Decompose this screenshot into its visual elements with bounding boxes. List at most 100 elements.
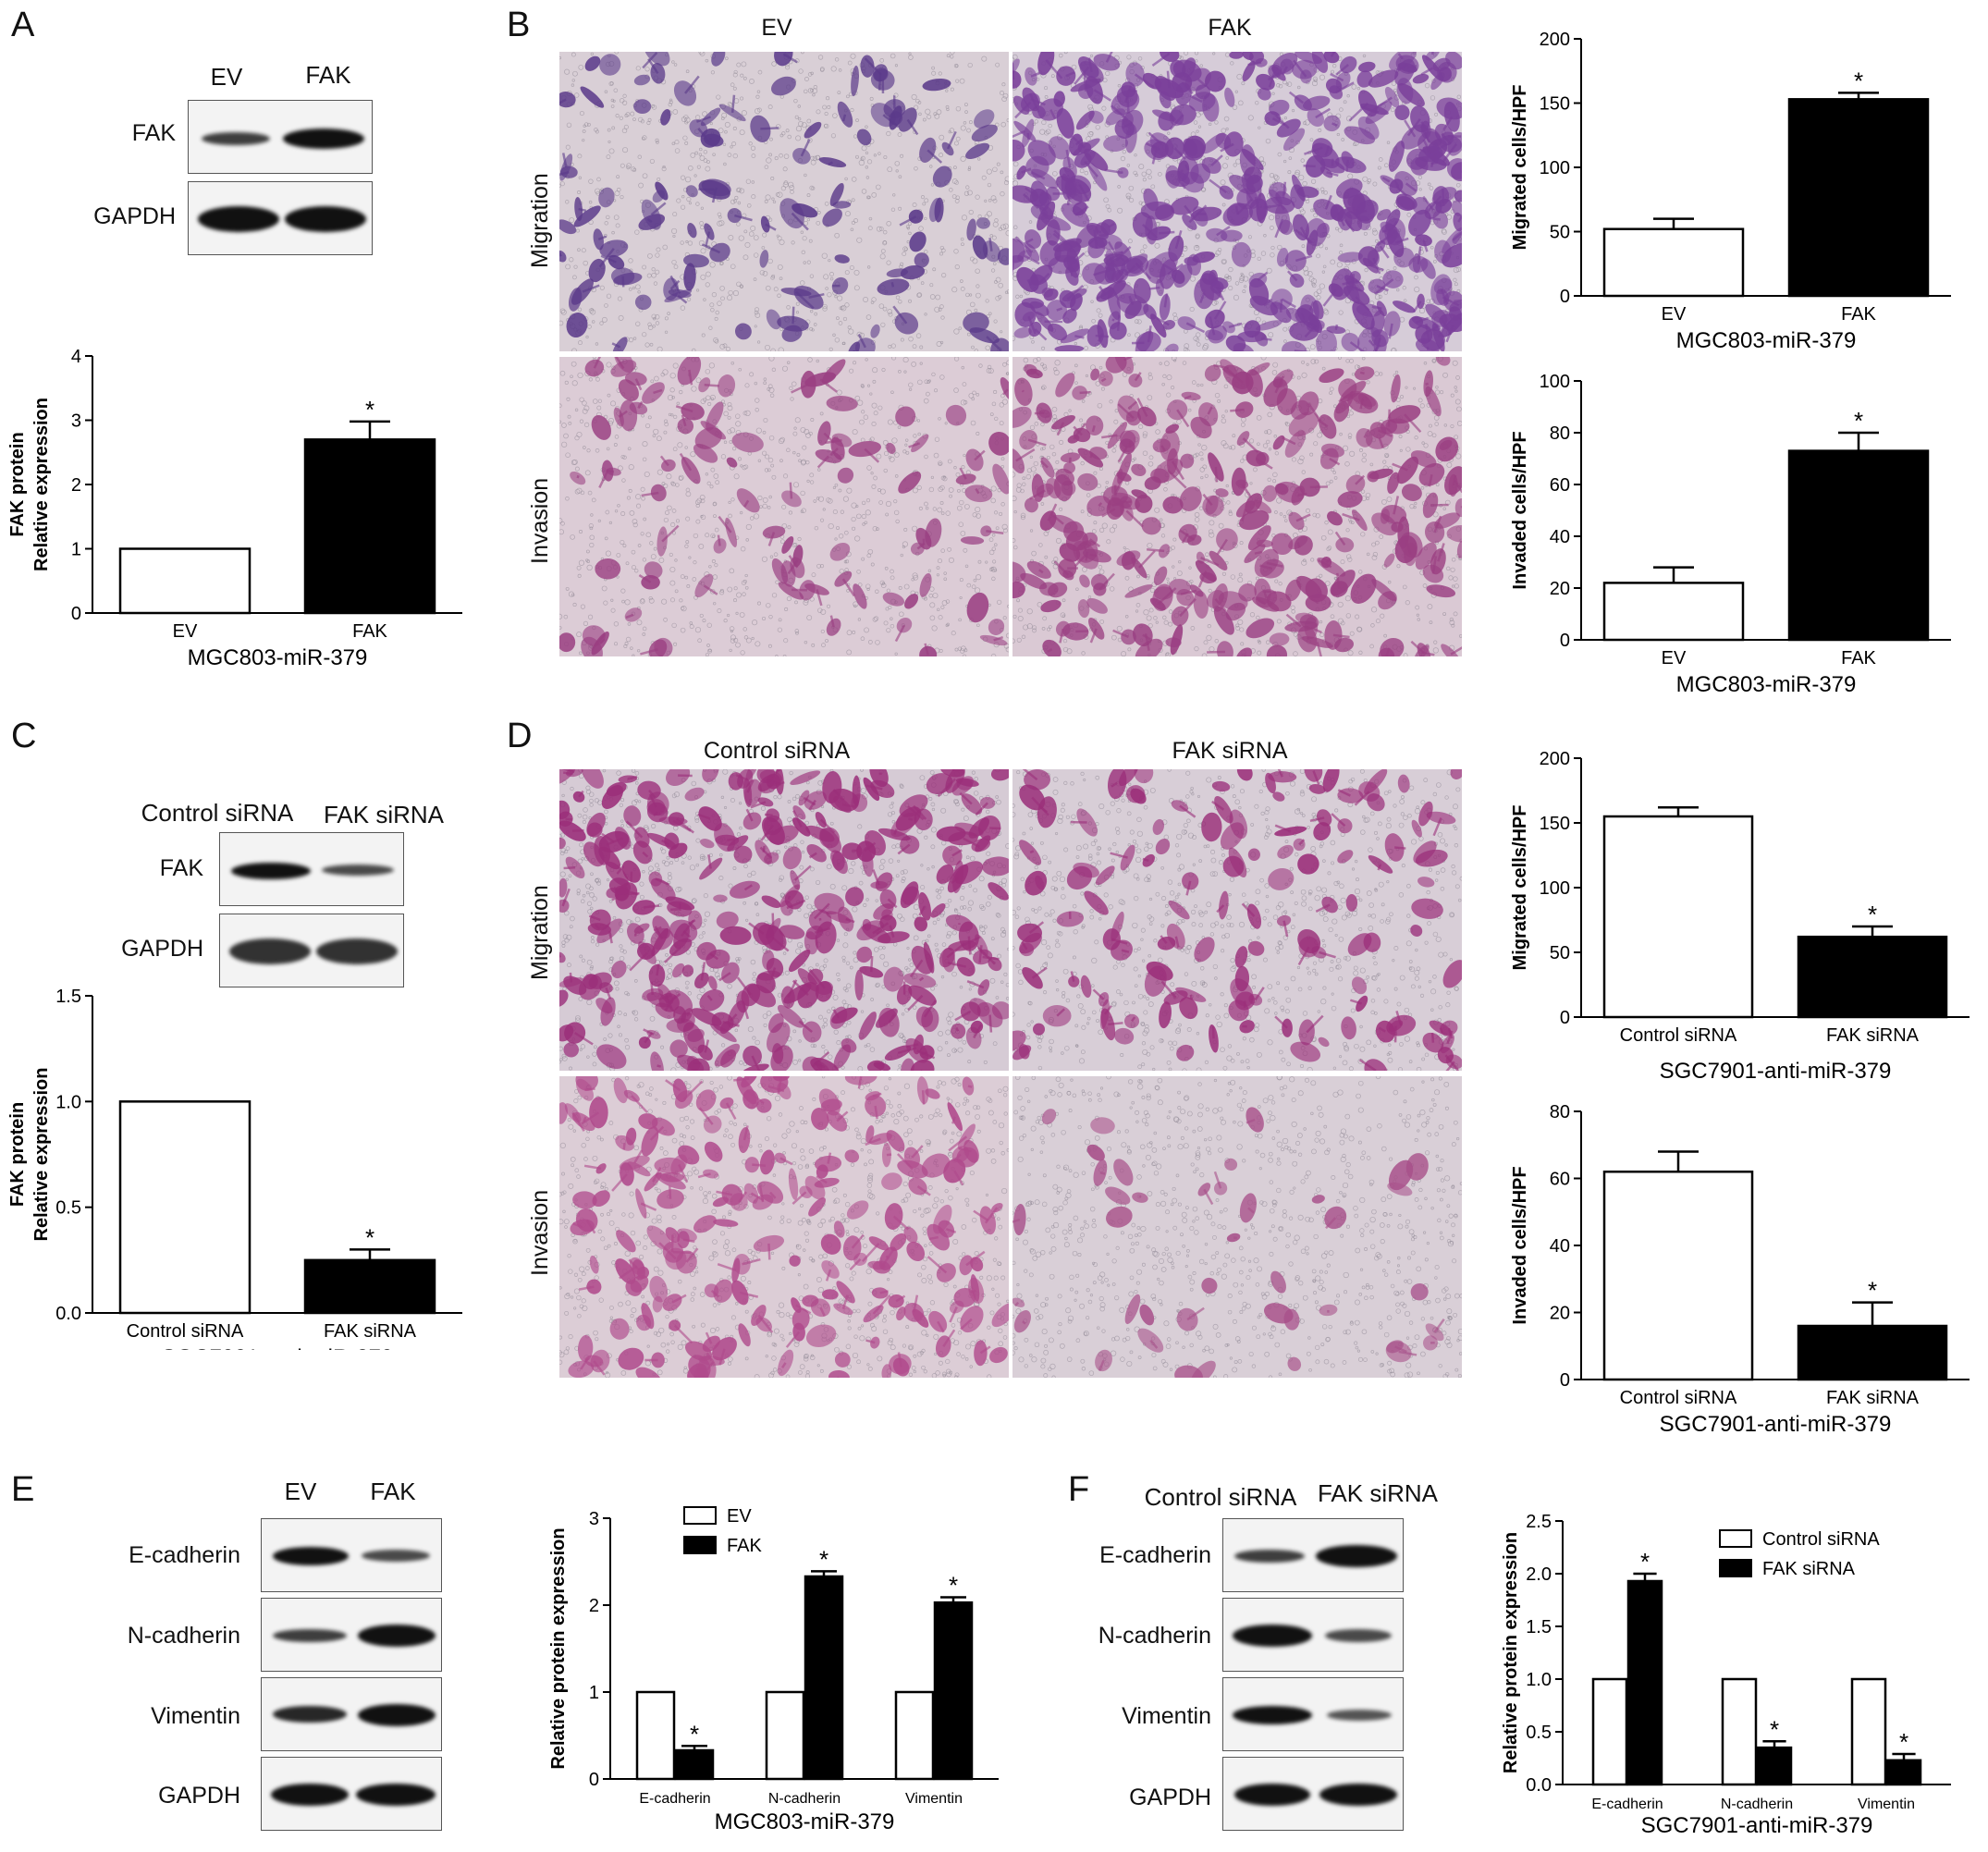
stained-cell bbox=[559, 250, 567, 263]
pore bbox=[1209, 532, 1215, 538]
stained-cell bbox=[1020, 572, 1048, 590]
cell-process bbox=[1125, 500, 1132, 504]
pore bbox=[993, 510, 999, 515]
stained-cell bbox=[1111, 269, 1124, 284]
pore bbox=[827, 104, 831, 109]
cell-process bbox=[1210, 154, 1223, 166]
pore bbox=[1383, 290, 1388, 295]
cell-process bbox=[1029, 368, 1040, 376]
pore bbox=[936, 109, 942, 115]
stained-cell bbox=[1305, 578, 1328, 603]
band bbox=[231, 863, 311, 879]
cell-process bbox=[1096, 288, 1114, 300]
pore bbox=[663, 517, 669, 523]
pore bbox=[1427, 182, 1431, 187]
pore bbox=[832, 333, 836, 337]
pore bbox=[1414, 275, 1418, 280]
pore bbox=[890, 53, 896, 59]
stained-cell bbox=[652, 190, 666, 203]
pore bbox=[727, 429, 732, 435]
pore bbox=[751, 636, 755, 641]
pore bbox=[865, 509, 871, 516]
pore bbox=[838, 321, 843, 325]
pore bbox=[1166, 392, 1172, 398]
stained-cell bbox=[1212, 583, 1228, 612]
pore bbox=[940, 511, 945, 515]
pore bbox=[601, 316, 607, 323]
pore bbox=[869, 392, 873, 396]
pore bbox=[583, 422, 590, 428]
pore bbox=[693, 560, 697, 565]
pore bbox=[1041, 385, 1047, 390]
pore bbox=[721, 117, 725, 120]
pore bbox=[782, 473, 789, 479]
protein-label: GAPDH bbox=[93, 203, 176, 229]
pore bbox=[938, 615, 943, 620]
stained-cell bbox=[1021, 298, 1045, 309]
pore bbox=[566, 397, 571, 401]
pore bbox=[816, 220, 821, 226]
pore bbox=[1320, 534, 1327, 541]
pore bbox=[669, 580, 676, 586]
pore bbox=[589, 526, 594, 531]
pore bbox=[960, 287, 965, 291]
pore bbox=[559, 183, 562, 188]
pore bbox=[832, 509, 838, 515]
cell-process bbox=[1021, 389, 1025, 393]
cell-process bbox=[688, 369, 693, 386]
pore bbox=[1319, 283, 1325, 289]
pore bbox=[563, 614, 569, 619]
pore bbox=[1228, 446, 1233, 449]
pore bbox=[588, 377, 593, 382]
pore bbox=[673, 414, 678, 420]
cell-process bbox=[1425, 382, 1430, 386]
pore bbox=[853, 601, 859, 607]
pore bbox=[694, 151, 699, 155]
panel-label-b: B bbox=[507, 6, 531, 44]
pore bbox=[977, 157, 981, 161]
pore bbox=[740, 96, 744, 101]
pore bbox=[741, 61, 747, 67]
pore bbox=[680, 627, 686, 633]
pore bbox=[834, 57, 840, 62]
cell-process bbox=[618, 410, 628, 419]
pore bbox=[1269, 215, 1275, 221]
pore bbox=[858, 159, 865, 166]
pore bbox=[878, 227, 884, 231]
stained-cell bbox=[1204, 364, 1221, 382]
pore bbox=[907, 222, 912, 227]
pore bbox=[755, 398, 760, 403]
pore bbox=[738, 367, 742, 372]
cell-process bbox=[1098, 502, 1103, 507]
pore bbox=[1159, 362, 1162, 365]
pore bbox=[1161, 382, 1165, 386]
pore bbox=[580, 604, 585, 609]
pore bbox=[571, 380, 578, 386]
pore bbox=[924, 198, 929, 203]
pore bbox=[964, 504, 970, 509]
pore bbox=[879, 488, 886, 495]
pore bbox=[871, 421, 877, 427]
pore bbox=[1286, 81, 1293, 87]
pore bbox=[1005, 230, 1009, 237]
pore bbox=[755, 408, 759, 412]
pore bbox=[1431, 358, 1437, 363]
pore bbox=[705, 166, 711, 172]
pore bbox=[1361, 357, 1366, 361]
pore bbox=[701, 333, 706, 337]
pore bbox=[656, 247, 661, 252]
pore bbox=[878, 303, 885, 309]
pore bbox=[775, 192, 780, 197]
pore bbox=[1284, 422, 1289, 425]
pore bbox=[744, 383, 750, 388]
pore bbox=[908, 231, 912, 236]
cell-process bbox=[1207, 406, 1213, 415]
lane-label: Control siRNA bbox=[141, 799, 294, 827]
stained-cell bbox=[964, 484, 993, 503]
pore bbox=[1433, 415, 1440, 421]
pore bbox=[934, 306, 940, 313]
pore bbox=[1147, 372, 1152, 376]
pore bbox=[702, 111, 708, 117]
stained-cell bbox=[633, 74, 651, 86]
pore bbox=[828, 522, 834, 530]
